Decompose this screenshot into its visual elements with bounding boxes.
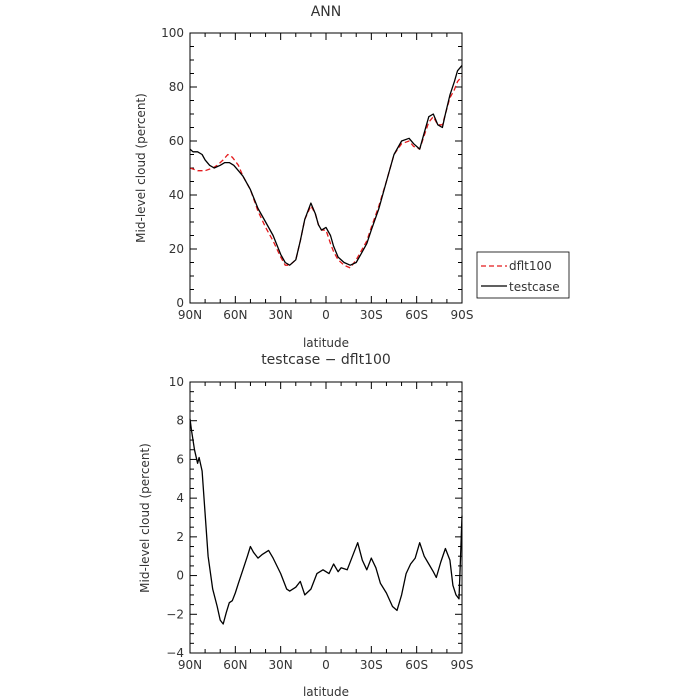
- x-tick-label: 90S: [451, 658, 474, 672]
- y-tick-label: 6: [176, 452, 184, 466]
- y-axis-label: Mid-level cloud (percent): [134, 93, 148, 243]
- legend: dflt100 testcase: [476, 251, 570, 299]
- legend-label-dflt100: dflt100: [509, 259, 552, 273]
- x-tick-label: 90N: [178, 658, 202, 672]
- x-axis-label: latitude: [303, 685, 349, 699]
- y-tick-label: 20: [169, 242, 184, 256]
- y-tick-label: 80: [169, 80, 184, 94]
- series-line-testcase: [189, 64, 463, 266]
- y-tick-label: −4: [166, 646, 184, 660]
- difference-line: [189, 418, 463, 625]
- plot-frame: [189, 32, 463, 304]
- y-tick-label: 0: [176, 569, 184, 583]
- plot-frame: [189, 381, 463, 654]
- legend-label-testcase: testcase: [509, 280, 560, 294]
- chart-title: testcase − dflt100: [261, 352, 391, 368]
- x-tick-label: 0: [322, 308, 330, 322]
- y-tick-label: −2: [166, 607, 184, 621]
- x-tick-label: 0: [322, 658, 330, 672]
- y-tick-label: 2: [176, 530, 184, 544]
- x-tick-label: 30N: [269, 308, 293, 322]
- x-tick-label: 60S: [405, 308, 428, 322]
- y-tick-label: 0: [176, 296, 184, 310]
- x-tick-label: 30S: [360, 658, 383, 672]
- x-axis-label: latitude: [303, 336, 349, 350]
- y-tick-label: 40: [169, 188, 184, 202]
- x-tick-label: 60N: [223, 658, 247, 672]
- x-tick-label: 90S: [451, 308, 474, 322]
- y-tick-label: 60: [169, 134, 184, 148]
- chart-title: ANN: [311, 4, 342, 20]
- x-tick-label: 60N: [223, 308, 247, 322]
- y-axis-label: Mid-level cloud (percent): [138, 443, 152, 593]
- legend-box: [476, 251, 570, 299]
- x-tick-label: 60S: [405, 658, 428, 672]
- y-tick-label: 8: [176, 414, 184, 428]
- y-tick-label: 10: [169, 375, 184, 389]
- top-panel: ANN Mid-level cloud (percent) latitude 0…: [134, 4, 570, 350]
- x-tick-label: 30N: [269, 658, 293, 672]
- series-line-dflt100: [189, 75, 463, 269]
- x-tick-label: 30S: [360, 308, 383, 322]
- y-tick-label: 100: [161, 26, 184, 40]
- bottom-panel: testcase − dflt100 Mid-level cloud (perc…: [138, 352, 473, 699]
- y-tick-label: 4: [176, 491, 184, 505]
- x-tick-label: 90N: [178, 308, 202, 322]
